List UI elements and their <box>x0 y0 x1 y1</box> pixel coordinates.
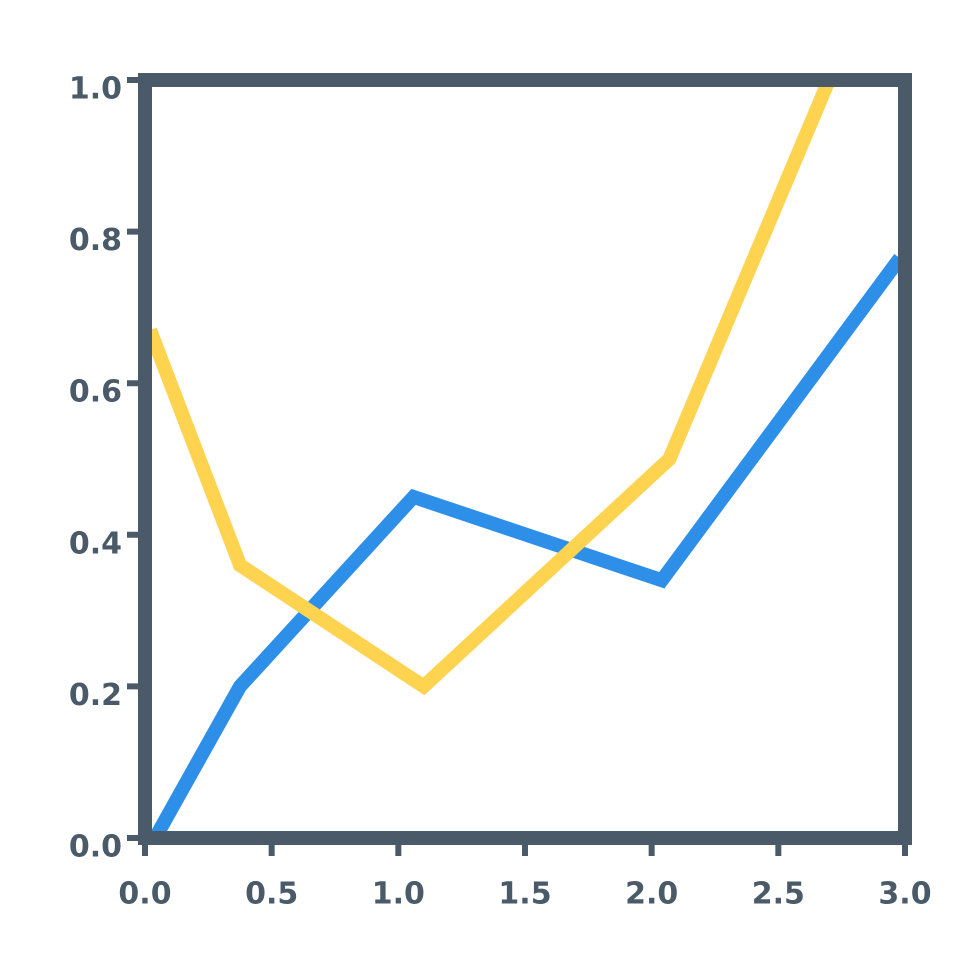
y-tick-label: 1.0 <box>69 72 122 107</box>
x-tick-label: 1.5 <box>498 877 551 912</box>
x-tick-label: 0.0 <box>118 877 171 912</box>
y-tick-label: 0.0 <box>69 830 122 865</box>
data-line <box>145 78 836 696</box>
y-tick-label: 0.2 <box>69 678 122 713</box>
plot-frame <box>138 73 912 845</box>
y-tick-label: 0.4 <box>69 526 122 561</box>
x-tick-label: 2.5 <box>752 877 805 912</box>
y-tick-label: 0.8 <box>69 223 122 258</box>
plot-area <box>145 78 905 840</box>
y-tick-label: 0.6 <box>69 375 122 410</box>
x-tick-label: 0.5 <box>245 877 298 912</box>
x-tick-label: 1.0 <box>372 877 425 912</box>
data-line <box>149 253 905 840</box>
x-tick-label: 3.0 <box>878 877 931 912</box>
x-tick-label: 2.0 <box>625 877 678 912</box>
